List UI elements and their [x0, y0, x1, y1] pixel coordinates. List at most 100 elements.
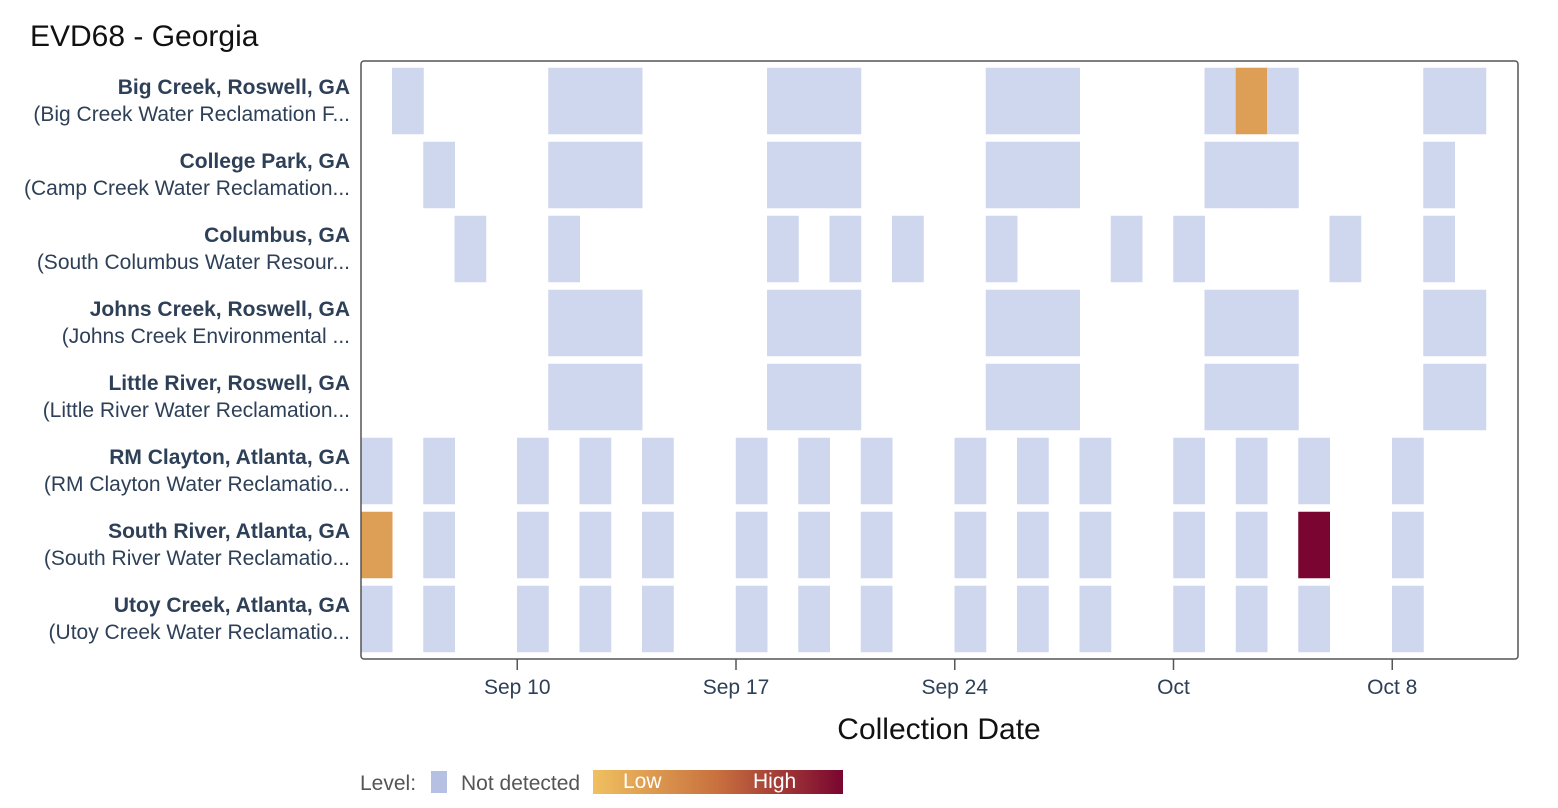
- heatmap-cell-nd: [1423, 67, 1455, 135]
- heatmap-cell-nd: [1392, 511, 1424, 579]
- x-tick-label: Oct 8: [1367, 676, 1417, 699]
- heatmap-cell-nd: [360, 437, 393, 505]
- heatmap-cell-nd: [642, 585, 674, 653]
- heatmap-cell-nd: [1235, 585, 1268, 653]
- heatmap-cell-nd: [1235, 141, 1268, 209]
- heatmap-cell-nd: [954, 511, 987, 579]
- heatmap-cell-nd: [1454, 289, 1487, 357]
- heatmap-cell-nd: [548, 141, 580, 209]
- heatmap-cell-nd: [579, 437, 612, 505]
- site-facility-label: (Little River Water Reclamation...: [43, 399, 350, 422]
- heatmap-cell-nd: [860, 585, 893, 653]
- heatmap-cell-nd: [798, 585, 830, 653]
- heatmap-cell-nd: [798, 511, 830, 579]
- heatmap-cell-nd: [1392, 585, 1424, 653]
- site-facility-label: (Johns Creek Environmental ...: [62, 325, 350, 348]
- x-axis-label: Collection Date: [837, 713, 1040, 746]
- heatmap-cell-nd: [954, 585, 987, 653]
- heatmap-cell-nd: [860, 511, 893, 579]
- heatmap-cell-nd: [798, 141, 830, 209]
- heatmap-cell-nd: [1079, 585, 1112, 653]
- heatmap-cell-nd: [1267, 363, 1299, 431]
- heatmap-cell-nd: [798, 363, 830, 431]
- heatmap-cell-nd: [1204, 141, 1237, 209]
- chart-title: EVD68 - Georgia: [30, 20, 259, 53]
- heatmap-cell-nd: [829, 141, 862, 209]
- heatmap-cell-nd: [423, 511, 455, 579]
- heatmap-cell-low: [1235, 67, 1268, 135]
- heatmap-cell-nd: [1110, 215, 1143, 283]
- site-facility-label: (South River Water Reclamatio...: [44, 547, 350, 570]
- plot-frame: [360, 60, 1519, 660]
- heatmap-cell-nd: [985, 215, 1018, 283]
- heatmap-cell-nd: [985, 289, 1018, 357]
- heatmap-cell-nd: [1017, 363, 1049, 431]
- heatmap-cell-nd: [579, 67, 612, 135]
- heatmap-cell-nd: [1267, 67, 1299, 135]
- heatmap-cell-nd: [1267, 289, 1299, 357]
- site-facility-label: (RM Clayton Water Reclamatio...: [44, 473, 350, 496]
- heatmap-cell-nd: [579, 511, 612, 579]
- site-name-label: Little River, Roswell, GA: [108, 372, 350, 395]
- heatmap-cell-nd: [767, 363, 799, 431]
- heatmap-cell-nd: [548, 363, 580, 431]
- heatmap-cell-nd: [735, 511, 768, 579]
- heatmap-cell-nd: [1235, 511, 1268, 579]
- heatmap-cell-nd: [798, 289, 830, 357]
- legend-not-detected-label: Not detected: [461, 772, 580, 795]
- heatmap-cell-nd: [1423, 289, 1455, 357]
- heatmap-cell-nd: [1423, 141, 1455, 209]
- heatmap-cell-nd: [798, 67, 830, 135]
- heatmap-cell-nd: [1079, 511, 1112, 579]
- heatmap-cell-nd: [1454, 67, 1487, 135]
- heatmap-cell-nd: [579, 585, 612, 653]
- heatmap-cell-nd: [517, 511, 549, 579]
- heatmap-cell-nd: [954, 437, 987, 505]
- heatmap-cell-nd: [610, 289, 643, 357]
- heatmap-cell-nd: [423, 585, 455, 653]
- heatmap-cell-nd: [1423, 215, 1455, 283]
- heatmap-cell-nd: [1392, 437, 1424, 505]
- heatmap-cell-nd: [735, 437, 768, 505]
- heatmap-cell-nd: [423, 141, 455, 209]
- site-name-label: South River, Atlanta, GA: [108, 520, 350, 543]
- heatmap-cell-nd: [829, 67, 862, 135]
- heatmap-cell-nd: [985, 67, 1018, 135]
- heatmap-cell-nd: [1017, 511, 1049, 579]
- heatmap-cell-nd: [860, 437, 893, 505]
- heatmap-cell-nd: [735, 585, 768, 653]
- heatmap-cell-nd: [1235, 437, 1268, 505]
- heatmap-cell-nd: [392, 67, 424, 135]
- heatmap-cell-nd: [1048, 363, 1080, 431]
- heatmap-cell-nd: [767, 67, 799, 135]
- heatmap-cell-nd: [1048, 289, 1080, 357]
- legend-high-label: High: [753, 770, 796, 793]
- heatmap-cell-nd: [892, 215, 924, 283]
- heatmap-cell-nd: [767, 289, 799, 357]
- heatmap-cell-nd: [1298, 585, 1330, 653]
- heatmap-cell-nd: [1017, 585, 1049, 653]
- heatmap-cell-nd: [517, 585, 549, 653]
- x-tick-label: Oct: [1157, 676, 1190, 699]
- heatmap-cell-nd: [985, 141, 1018, 209]
- heatmap-cell-nd: [610, 141, 643, 209]
- heatmap-cell-nd: [829, 363, 862, 431]
- heatmap-cell-nd: [1204, 67, 1237, 135]
- heatmap-cell-nd: [517, 437, 549, 505]
- heatmap-cell-nd: [767, 141, 799, 209]
- heatmap-cell-nd: [1017, 289, 1049, 357]
- heatmap-cell-nd: [1423, 363, 1455, 431]
- heatmap-cell-nd: [829, 215, 862, 283]
- heatmap-cell-nd: [1173, 511, 1205, 579]
- heatmap-cell-nd: [829, 289, 862, 357]
- heatmap-cell-nd: [579, 289, 612, 357]
- heatmap-cell-nd: [1173, 215, 1205, 283]
- legend-title: Level:: [360, 772, 416, 795]
- site-name-label: Utoy Creek, Atlanta, GA: [114, 594, 350, 617]
- site-name-label: Johns Creek, Roswell, GA: [90, 298, 350, 321]
- site-facility-label: (Camp Creek Water Reclamation...: [24, 177, 350, 200]
- heatmap-cell-nd: [1017, 67, 1049, 135]
- site-facility-label: (Big Creek Water Reclamation F...: [33, 103, 350, 126]
- heatmap-cell-nd: [454, 215, 487, 283]
- heatmap-cell-nd: [548, 67, 580, 135]
